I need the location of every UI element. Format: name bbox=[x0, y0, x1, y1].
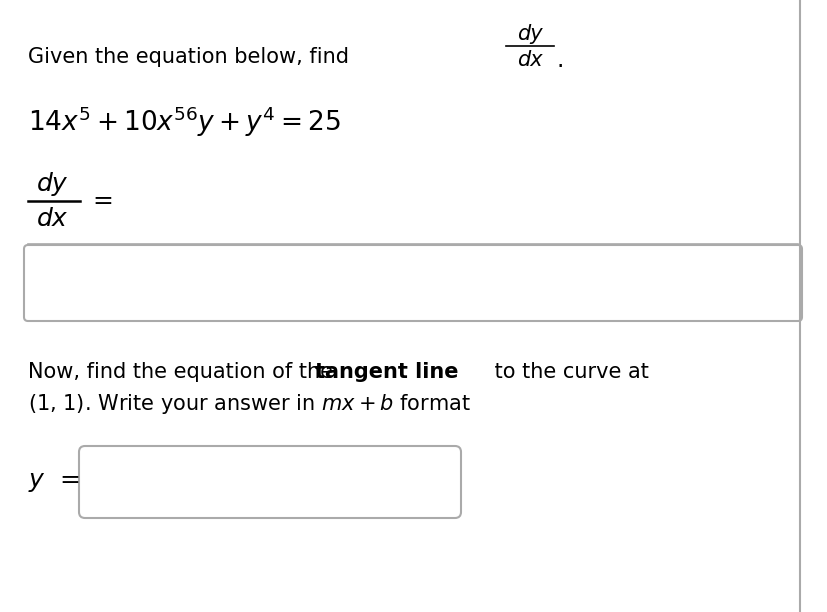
FancyBboxPatch shape bbox=[79, 446, 461, 518]
Text: dy: dy bbox=[36, 172, 67, 196]
Text: (1, 1). Write your answer in $mx + b$ format: (1, 1). Write your answer in $mx + b$ fo… bbox=[28, 392, 471, 416]
Text: =: = bbox=[92, 189, 112, 213]
Text: $14x^5 + 10x^{56}y + y^4 = 25$: $14x^5 + 10x^{56}y + y^4 = 25$ bbox=[28, 105, 341, 140]
Text: dy: dy bbox=[517, 24, 543, 44]
FancyBboxPatch shape bbox=[24, 245, 801, 321]
Text: $y$  =: $y$ = bbox=[28, 470, 79, 494]
Text: dx: dx bbox=[36, 207, 67, 231]
Text: .: . bbox=[557, 48, 564, 72]
Text: to the curve at: to the curve at bbox=[487, 362, 648, 382]
Text: tangent line: tangent line bbox=[314, 362, 458, 382]
Text: dx: dx bbox=[517, 50, 543, 70]
Text: Given the equation below, find: Given the equation below, find bbox=[28, 47, 348, 67]
Text: Now, find the equation of the: Now, find the equation of the bbox=[28, 362, 339, 382]
